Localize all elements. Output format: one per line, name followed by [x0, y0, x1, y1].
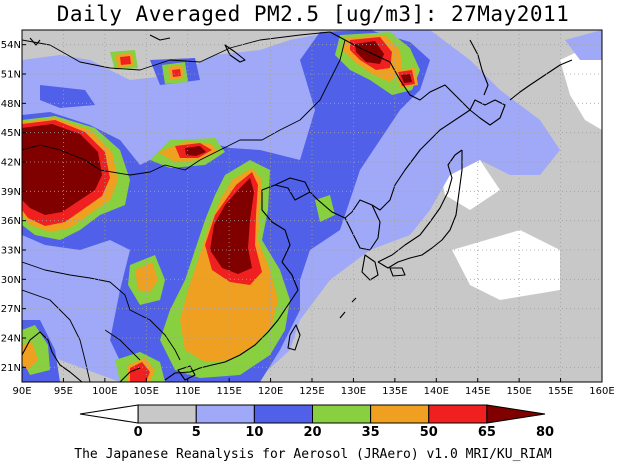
lat-tick-label: 54N [1, 40, 21, 51]
colorbar-label: 10 [245, 425, 263, 440]
colorbar: 0 5 10 20 35 50 65 80 [79, 404, 554, 440]
lon-tick-label: 150E [506, 386, 531, 397]
lat-tick-label: 36N [1, 216, 21, 227]
lon-tick-label: 135E [382, 386, 407, 397]
colorbar-swatch [137, 404, 197, 424]
lat-tick-label: 33N [1, 246, 21, 257]
lon-tick-label: 125E [299, 386, 324, 397]
colorbar-swatch [195, 404, 255, 424]
lat-tick-label: 51N [1, 70, 21, 81]
colorbar-label: 50 [420, 425, 438, 440]
lon-tick-label: 110E [175, 386, 200, 397]
lon-tick-label: 95E [54, 386, 73, 397]
lon-tick-label: 145E [465, 386, 490, 397]
lon-tick-label: 120E [258, 386, 283, 397]
lat-tick-label: 45N [1, 128, 21, 139]
concentration-field [22, 30, 602, 382]
colorbar-label: 35 [362, 425, 380, 440]
page-title: Daily Averaged PM2.5 [ug/m3]: 27May2011 [56, 2, 570, 26]
lat-tick-label: 24N [1, 334, 21, 345]
colorbar-swatch [486, 404, 546, 424]
lon-tick-label: 100E [92, 386, 117, 397]
lon-tick-label: 155E [548, 386, 573, 397]
colorbar-swatch [428, 404, 488, 424]
longitude-axis: 90E 95E 100E 105E 110E 115E 120E 125E 130E 135E 14… [12, 378, 615, 397]
colorbar-label: 5 [192, 425, 201, 440]
grid-lines [22, 30, 602, 382]
lat-tick-label: 21N [1, 363, 21, 374]
lat-tick-label: 39N [1, 187, 21, 198]
lon-tick-label: 140E [424, 386, 449, 397]
lat-tick-label: 30N [1, 275, 21, 286]
lat-tick-label: 48N [1, 99, 21, 110]
colorbar-label: 65 [478, 425, 496, 440]
latitude-axis: 54N 51N 48N 45N 42N 39N 36N 33N 30N 27N 24N 21N [1, 40, 26, 374]
lon-tick-label: 130E [341, 386, 366, 397]
footer-credit: The Japanese Reanalysis for Aerosol (JRA… [74, 447, 552, 462]
colorbar-label: 80 [536, 425, 554, 440]
lon-tick-label: 105E [134, 386, 159, 397]
lat-tick-label: 42N [1, 158, 21, 169]
lon-tick-label: 160E [589, 386, 614, 397]
colorbar-swatch [370, 404, 430, 424]
coastlines [22, 31, 573, 382]
lon-tick-label: 115E [216, 386, 241, 397]
colorbar-swatch [312, 404, 372, 424]
colorbar-swatch [253, 404, 313, 424]
colorbar-label: 20 [303, 425, 321, 440]
lat-tick-label: 27N [1, 304, 21, 315]
lon-tick-label: 90E [12, 386, 31, 397]
colorbar-swatch [79, 404, 139, 424]
colorbar-label: 0 [134, 425, 143, 440]
